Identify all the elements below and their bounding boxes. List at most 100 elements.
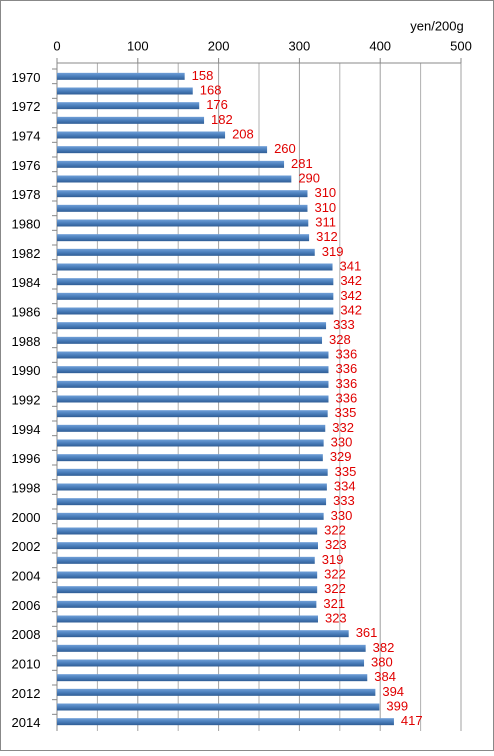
value-label: 335 [335,405,357,420]
value-label: 417 [401,713,423,728]
value-label: 329 [330,449,352,464]
value-label: 281 [291,156,313,171]
bar [57,116,205,124]
bar [57,219,309,227]
value-label: 322 [324,581,346,596]
y-tick-label: 1972 [12,99,41,114]
bar [57,351,329,359]
value-label: 319 [322,244,344,259]
value-label: 312 [316,229,338,244]
x-tick-label: 100 [127,38,149,53]
y-tick-label: 1992 [12,392,41,407]
value-label: 361 [356,625,378,640]
bar [57,718,394,726]
y-tick-label: 1982 [12,246,41,261]
value-label: 336 [335,346,357,361]
bar [57,586,318,594]
bar [57,468,328,476]
value-label: 208 [232,126,254,141]
bar [57,571,318,579]
value-label: 321 [323,596,345,611]
bar [57,322,327,330]
value-label: 333 [333,493,355,508]
value-label: 341 [340,258,362,273]
x-tick-label: 0 [53,38,60,53]
bar [57,556,315,564]
value-label: 322 [324,522,346,537]
y-tick-label: 1976 [12,158,41,173]
y-tick-label: 2008 [12,627,41,642]
bar [57,527,318,535]
y-tick-label: 1984 [12,275,41,290]
y-tick-label: 1980 [12,216,41,231]
bar [57,630,349,638]
value-label: 342 [340,288,362,303]
value-label: 290 [298,170,320,185]
value-label: 333 [333,317,355,332]
y-tick-label: 1986 [12,304,41,319]
bar [57,410,328,418]
bar [57,512,324,520]
bar [57,160,285,168]
value-label: 158 [192,68,214,83]
y-tick-label: 2000 [12,510,41,525]
value-label: 328 [329,332,351,347]
bar [57,234,310,242]
y-tick-label: 1996 [12,451,41,466]
bar [57,72,185,80]
y-tick-label: 1994 [12,422,41,437]
bar [57,600,317,608]
y-tick-label: 2012 [12,686,41,701]
bar [57,204,308,212]
bar [57,674,368,682]
bar [57,644,366,652]
bar [57,542,318,550]
value-label: 330 [331,434,353,449]
y-tick-label: 2004 [12,568,41,583]
x-tick-label: 200 [208,38,230,53]
bar [57,190,308,198]
y-tick-label: 1988 [12,334,41,349]
value-label: 322 [324,566,346,581]
x-tick-label: 500 [450,38,472,53]
value-label: 336 [335,361,357,376]
y-tick-label: 1990 [12,363,41,378]
value-label: 176 [206,97,228,112]
value-label: 332 [332,420,354,435]
bar [57,366,329,374]
bar [57,439,324,447]
bar [57,703,380,711]
y-tick-label: 2006 [12,598,41,613]
y-tick-label: 1978 [12,187,41,202]
y-tick-label: 1998 [12,480,41,495]
bar [57,102,200,110]
bar [57,424,326,432]
bar [57,248,315,256]
x-tick-label: 400 [369,38,391,53]
y-tick-label: 2002 [12,539,41,554]
bar [57,395,329,403]
value-label: 319 [322,552,344,567]
value-label: 399 [386,698,408,713]
bar [57,498,327,506]
value-label: 310 [314,185,336,200]
y-tick-label: 2014 [12,715,41,730]
value-label: 330 [331,508,353,523]
y-tick-label: 2010 [12,656,41,671]
value-label: 384 [374,669,396,684]
y-tick-label: 1970 [12,70,41,85]
bar [57,131,226,139]
x-tick-label: 300 [289,38,311,53]
bar [57,146,268,154]
unit-label: yen/200g [410,18,464,33]
value-label: 342 [340,273,362,288]
value-label: 310 [314,200,336,215]
value-label: 182 [211,112,233,127]
value-label: 323 [325,610,347,625]
bar [57,615,318,623]
value-label: 260 [274,141,296,156]
bar [57,292,334,300]
bar [57,175,292,183]
value-label: 311 [315,214,336,229]
